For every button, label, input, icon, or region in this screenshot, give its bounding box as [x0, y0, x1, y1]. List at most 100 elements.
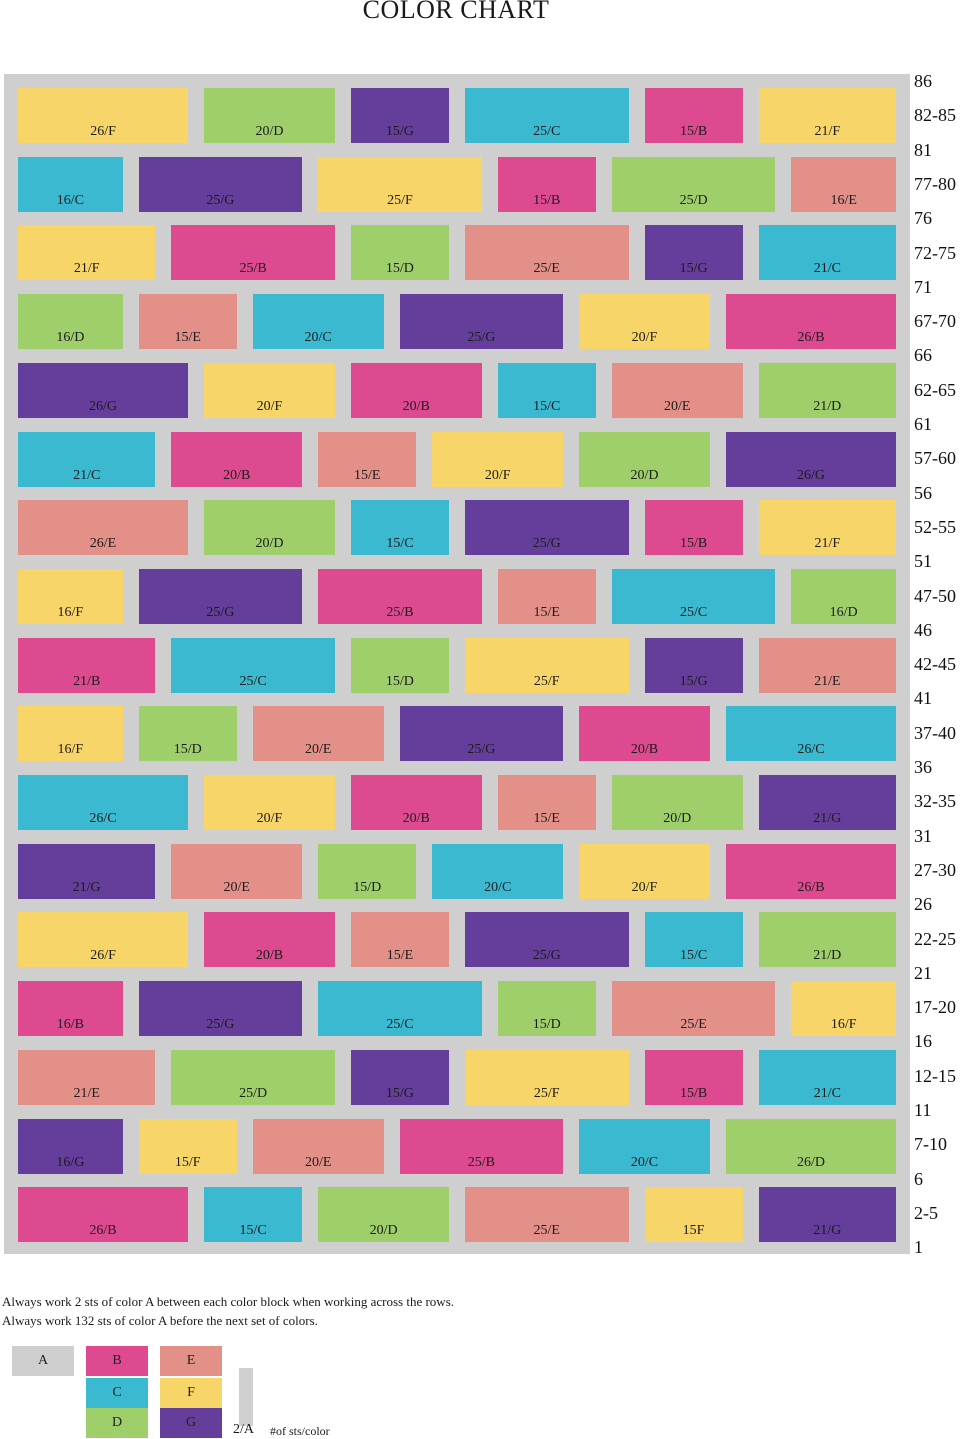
row-label: 12-15: [914, 1065, 956, 1086]
color-block: 15/D: [350, 225, 449, 281]
legend-swatch-e: E: [160, 1346, 222, 1376]
color-block: 15/C: [204, 1187, 303, 1243]
legend-swatch-a: A: [12, 1346, 74, 1376]
color-block: 25/G: [138, 981, 303, 1037]
color-block: 15/B: [644, 1049, 743, 1105]
color-block: 15/G: [644, 225, 743, 281]
color-block: 15/E: [318, 431, 417, 487]
row-label: 11: [914, 1100, 932, 1120]
color-block: 21/F: [758, 500, 896, 556]
color-block: 25/G: [465, 500, 629, 556]
color-block: 20/D: [318, 1187, 449, 1243]
color-block: 26/B: [725, 294, 896, 350]
color-block: 26/F: [18, 88, 189, 143]
color-block: 20/C: [432, 843, 564, 899]
color-block: 21/G: [18, 843, 156, 899]
legend-count-label: 2/A: [233, 1422, 254, 1437]
color-block: 20/E: [611, 362, 743, 418]
color-block: 25/E: [611, 981, 776, 1037]
color-block: 25/B: [171, 225, 335, 281]
color-chart-board: 26/F 20/D 15/G 25/C 15/B 21/F 16/C 25/G 25/F 15/B…: [4, 74, 910, 1254]
color-block: 26/B: [725, 843, 896, 899]
color-block: 20/E: [252, 706, 384, 762]
row-label: 27-30: [914, 859, 956, 880]
color-block: 25/C: [171, 637, 335, 693]
color-block: 25/G: [399, 294, 564, 350]
color-block: 21/E: [758, 637, 896, 693]
row-label: 52-55: [914, 516, 956, 537]
color-block: 25/F: [465, 1049, 629, 1105]
color-block: 26/C: [725, 706, 896, 762]
chart-title: COLOR CHART: [362, 0, 550, 24]
color-block: 15/G: [350, 1049, 449, 1105]
row-label: 17-20: [914, 997, 956, 1018]
row-label: 37-40: [914, 722, 956, 743]
color-block: 25/B: [399, 1118, 564, 1174]
color-block: 15/F: [138, 1118, 237, 1174]
row-label: 46: [914, 619, 932, 640]
color-block: 21/B: [18, 637, 156, 693]
row-label: 71: [914, 276, 932, 297]
color-block: 26/B: [18, 1187, 189, 1243]
color-block: 21/G: [758, 775, 896, 830]
color-block: 16/B: [18, 981, 123, 1037]
color-block: 20/B: [350, 775, 482, 830]
legend-swatch-b: B: [86, 1346, 148, 1376]
row-label: 51: [914, 551, 932, 572]
row-label: 61: [914, 414, 932, 434]
color-block: 15/D: [350, 637, 449, 693]
color-block: 21/E: [18, 1049, 156, 1105]
color-block: 15/B: [497, 156, 596, 212]
color-block: 21/G: [758, 1187, 896, 1243]
row-label: 21: [914, 962, 932, 983]
color-block: 25/C: [318, 981, 482, 1037]
color-block: 26/G: [18, 362, 189, 418]
color-block: 25/G: [399, 706, 564, 762]
row-label: 7-10: [914, 1134, 947, 1155]
row-label: 2-5: [914, 1202, 938, 1223]
color-block: 25/E: [465, 1187, 629, 1243]
color-block: 15F: [644, 1187, 743, 1243]
color-block: 26/C: [18, 775, 189, 830]
color-block: 16/C: [18, 156, 123, 212]
color-block: 20/B: [350, 362, 482, 418]
color-block: 20/D: [204, 88, 335, 143]
color-block: 15/D: [318, 843, 417, 899]
row-label: 56: [914, 482, 932, 503]
row-label: 47-50: [914, 585, 956, 606]
color-block: 20/B: [204, 912, 335, 968]
color-block: 26/E: [18, 500, 189, 556]
color-block: 15/C: [644, 912, 743, 968]
row-label: 32-35: [914, 791, 956, 812]
instruction-line-1: Always work 2 sts of color A between eac…: [2, 1294, 455, 1309]
color-block: 25/D: [171, 1049, 335, 1105]
row-label: 31: [914, 825, 932, 846]
color-block: 20/D: [611, 775, 743, 830]
row-label: 6: [914, 1168, 923, 1189]
color-block: 26/D: [725, 1118, 896, 1174]
row-label: 81: [914, 139, 932, 160]
row-label: 62-65: [914, 379, 956, 400]
color-block: 20/C: [252, 294, 384, 350]
color-block: 15/G: [644, 637, 743, 693]
color-block: 26/G: [725, 431, 896, 487]
row-label: 57-60: [914, 448, 956, 469]
legend-swatch-c: C: [86, 1378, 148, 1408]
color-block: 25/F: [465, 637, 629, 693]
row-label: 77-80: [914, 173, 956, 194]
color-block: 25/D: [611, 156, 776, 212]
legend-stitch-bar: [239, 1368, 253, 1426]
color-block: 15/C: [497, 362, 596, 418]
color-block: 21/D: [758, 362, 896, 418]
row-label: 86: [914, 71, 932, 91]
color-block: 20/E: [171, 843, 303, 899]
instruction-line-2: Always work 132 sts of color A before th…: [2, 1313, 318, 1328]
color-block: 25/F: [318, 156, 482, 212]
color-block: 15/E: [350, 912, 449, 968]
color-block: 21/C: [18, 431, 156, 487]
color-block: 26/F: [18, 912, 189, 968]
color-block: 20/D: [579, 431, 710, 487]
row-label: 22-25: [914, 928, 956, 949]
color-block: 20/F: [204, 775, 335, 830]
color-block: 16/G: [18, 1118, 123, 1174]
